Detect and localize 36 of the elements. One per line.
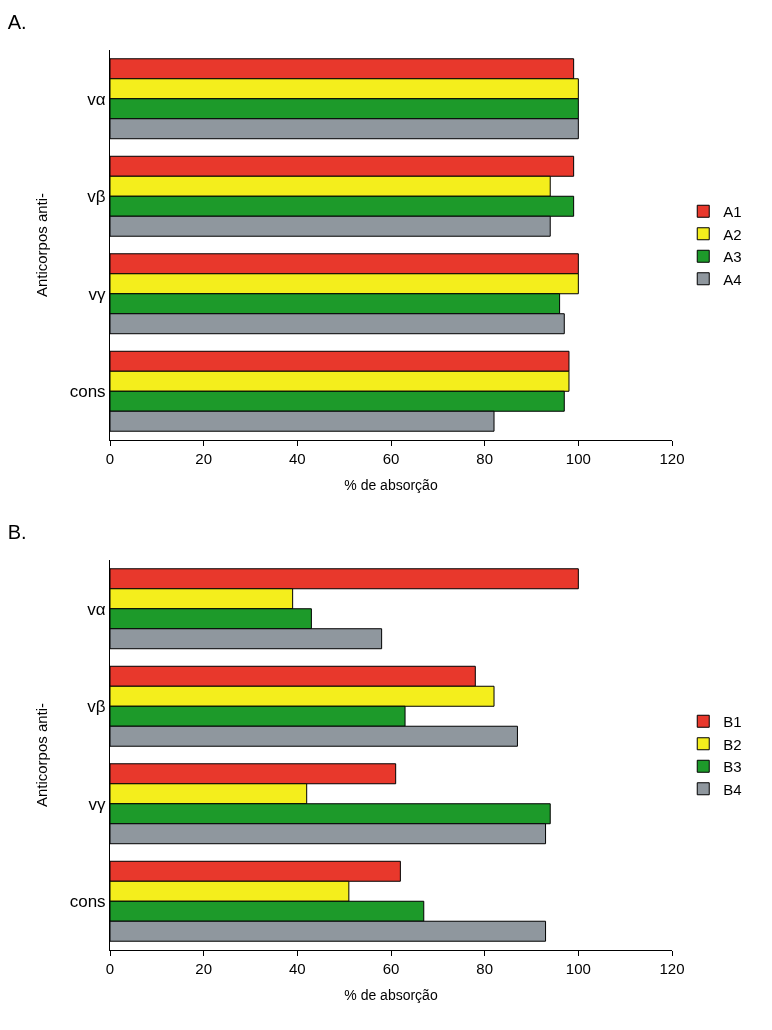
x-tick-label: 20 [195, 960, 213, 977]
x-tick-label: 60 [382, 450, 400, 467]
x-tick-label: 0 [105, 960, 115, 977]
legend-label: A4 [723, 270, 742, 288]
x-tick-label: 40 [288, 450, 306, 467]
y-tick-label: vβ [87, 187, 106, 207]
legend-label: B4 [723, 780, 742, 798]
legend-label: B2 [723, 735, 742, 753]
x-tick-label: 80 [476, 450, 494, 467]
y-tick-label: vγ [88, 284, 107, 304]
legend-label: A2 [723, 225, 742, 243]
chart-title: A. [7, 11, 27, 34]
y-tick-label: cons [69, 382, 106, 402]
x-tick-label: 60 [382, 960, 400, 977]
y-axis-title: Anticorpos anti- [32, 192, 50, 298]
x-tick-label: 0 [105, 450, 115, 467]
y-tick-label: vβ [87, 697, 106, 717]
x-axis-title: % de absorção [344, 477, 438, 494]
x-tick-label: 120 [659, 450, 685, 467]
legend-label: A1 [723, 203, 742, 221]
y-axis-title: Anticorpos anti- [32, 702, 50, 808]
x-tick-label: 80 [476, 960, 494, 977]
x-tick-label: 120 [659, 960, 685, 977]
legend-label: B1 [723, 713, 742, 731]
x-tick-label: 40 [288, 960, 306, 977]
x-tick-label: 100 [565, 960, 591, 977]
chart-title: B. [7, 521, 27, 544]
y-tick-label: vα [87, 89, 106, 109]
y-tick-label: vγ [88, 794, 107, 814]
legend-label: B3 [723, 758, 742, 776]
legend-label: A3 [723, 248, 742, 266]
x-axis-title: % de absorção [344, 987, 438, 1004]
x-tick-label: 20 [195, 450, 213, 467]
x-tick-label: 100 [565, 450, 591, 467]
y-tick-label: cons [69, 892, 106, 912]
y-tick-label: vα [87, 599, 106, 619]
